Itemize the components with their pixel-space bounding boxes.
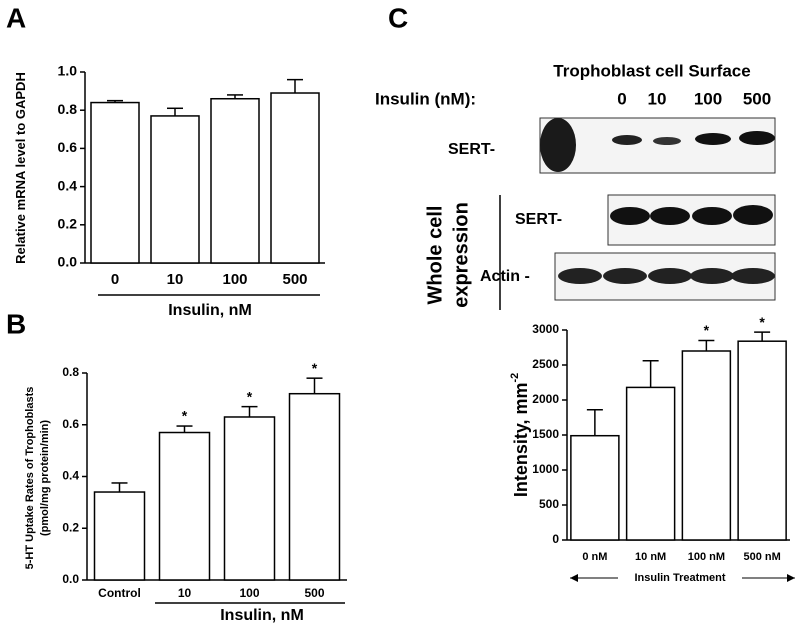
x-tick-label: 10 (178, 586, 192, 600)
y-tick-label: 0.2 (58, 216, 78, 232)
significance-mark: * (704, 322, 710, 338)
band (739, 131, 775, 145)
y-tick-label: 0 (552, 532, 559, 546)
blot-title: Trophoblast cell Surface (553, 61, 750, 80)
blot-smear (540, 118, 576, 172)
bar (681, 350, 732, 541)
whole-cell-label: Whole cell (424, 206, 446, 305)
y-tick-label: 0.8 (58, 101, 78, 117)
blot-insulin-label: Insulin (nM): (375, 89, 476, 108)
bar (93, 491, 146, 581)
y-tick-label: 500 (539, 497, 559, 511)
blot-surface (539, 117, 776, 174)
x-tick-label: 500 nM (743, 551, 780, 563)
x-tick-label: 500 (282, 271, 307, 288)
x-axis-label: Insulin Treatment (634, 572, 725, 584)
band (603, 268, 647, 284)
band (612, 135, 642, 145)
y-axis-label-text: Relative mRNA level to GAPDH (13, 72, 28, 264)
bar (158, 431, 211, 581)
bar (270, 92, 320, 264)
row-label: SERT- (515, 211, 562, 228)
y-tick-label: 1000 (532, 462, 559, 476)
significance-mark: * (247, 388, 253, 404)
x-tick-label: 10 (167, 271, 184, 288)
x-tick-label: 100 (239, 586, 259, 600)
x-axis-label: Insulin, nM (220, 607, 304, 624)
significance-mark: * (312, 360, 318, 376)
panel-label: B (6, 308, 26, 339)
y-tick-label: 2000 (532, 392, 559, 406)
y-tick-label: 1500 (532, 427, 559, 441)
band (610, 207, 650, 225)
lane-label: 10 (648, 89, 667, 108)
bar (625, 386, 676, 541)
y-tick-label: 0.6 (62, 417, 79, 431)
y-tick-label: 0.6 (58, 139, 78, 155)
y-tick-label: 0.0 (58, 254, 78, 270)
band (653, 137, 681, 145)
band (648, 268, 692, 284)
y-axis-label-superscript: -2 (509, 373, 521, 383)
band (558, 268, 602, 284)
blots: Trophoblast cell Surface Insulin (nM): 0… (375, 61, 776, 310)
x-tick-label: 500 (304, 586, 324, 600)
y-axis-label: Intensity, mm-2 (509, 373, 531, 497)
band (733, 205, 773, 225)
y-axis-label: (pmol/mg protein/min) (39, 420, 51, 536)
x-tick-label: Control (98, 586, 141, 600)
y-tick-label: 0.4 (62, 469, 79, 483)
x-tick-label: 100 (222, 271, 247, 288)
y-tick-label: 0.0 (62, 572, 79, 586)
y-tick-label: 0.8 (62, 365, 79, 379)
y-tick-label: 0.2 (62, 520, 79, 534)
whole-cell-label: expression (450, 202, 472, 308)
panel-label: A (6, 2, 26, 33)
bar (288, 392, 341, 581)
panel-label: C (388, 2, 408, 33)
bar (737, 340, 787, 541)
significance-mark: * (759, 314, 765, 330)
bar (223, 416, 276, 581)
bar (150, 115, 200, 264)
bar (210, 97, 260, 264)
band (692, 207, 732, 225)
x-tick-label: 10 nM (635, 551, 666, 563)
x-tick-label: 0 nM (582, 551, 607, 563)
band (690, 268, 734, 284)
lane-label: 100 (694, 89, 722, 108)
y-tick-label: 2500 (532, 357, 559, 371)
x-tick-label: 100 nM (688, 551, 725, 563)
band (650, 207, 690, 225)
bar (570, 434, 620, 541)
row-label: Actin - (480, 268, 530, 285)
band (695, 133, 731, 145)
bar (90, 101, 140, 264)
significance-mark: * (182, 408, 188, 424)
y-axis-label: Relative mRNA level to GAPDH (13, 72, 28, 264)
lane-label: 500 (743, 89, 771, 108)
y-tick-label: 0.4 (58, 177, 78, 193)
y-axis-label: 5-HT Uptake Rates of Trophoblasts (24, 387, 36, 570)
band (731, 268, 775, 284)
y-axis-label-text: Intensity, mm (511, 382, 531, 497)
y-tick-label: 1.0 (58, 63, 78, 79)
lane-label: 0 (617, 89, 626, 108)
x-axis-label: Insulin, nM (168, 302, 252, 319)
x-tick-label: 0 (111, 271, 119, 288)
y-tick-label: 3000 (532, 322, 559, 336)
row-label: SERT- (448, 141, 495, 158)
